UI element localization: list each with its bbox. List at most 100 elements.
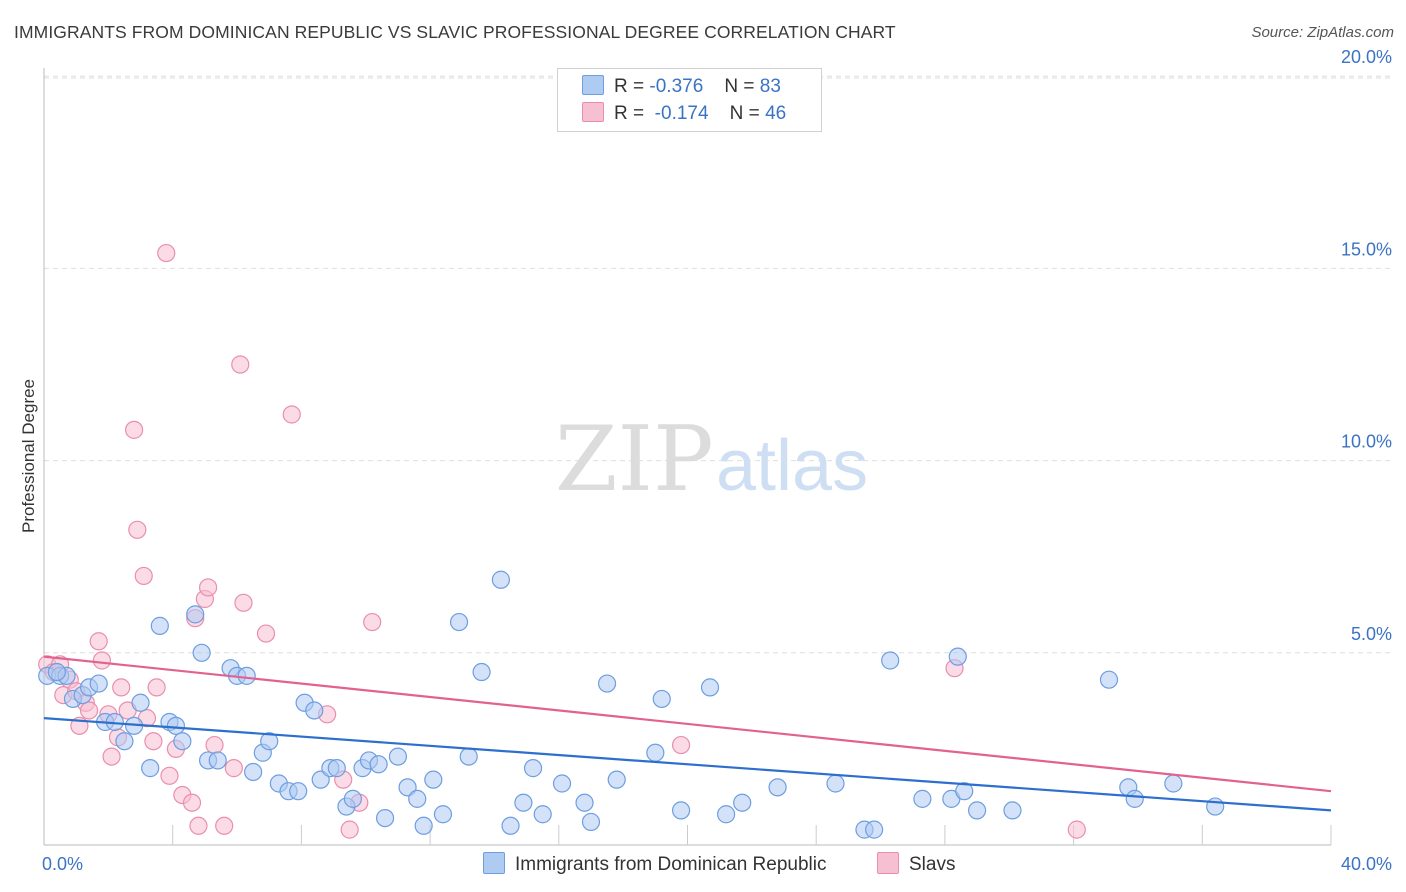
y-tick-label: 20.0% [1341, 47, 1392, 67]
scatter-point [208, 751, 227, 770]
x-tick-label-min: 0.0% [42, 854, 83, 874]
scatter-point [150, 616, 169, 635]
scatter-point [282, 405, 301, 424]
legend-pink-r-value: -0.174 [654, 103, 709, 124]
scatter-point [768, 778, 787, 797]
legend-pink-r-label: R = [614, 103, 645, 124]
scatter-point [134, 566, 153, 586]
scatter-point [501, 816, 520, 835]
scatter-point [671, 735, 691, 755]
scatter-point [89, 632, 108, 651]
scatter-point [141, 759, 160, 778]
trend-line-dominican [43, 717, 1332, 812]
legend-pink-n-value: 46 [765, 103, 787, 124]
scatter-point [173, 732, 192, 751]
scatter-point [552, 774, 572, 793]
scatter-point [198, 578, 218, 597]
scatter-point [256, 624, 276, 643]
source-label: Source: ZipAtlas.com [1251, 24, 1394, 41]
scatter-point [459, 747, 478, 766]
legend-pink-n-label: N = [729, 103, 760, 124]
scatter-point [166, 716, 186, 735]
bottom-legend-pink-label: Slavs [909, 854, 956, 875]
scatter-point [652, 689, 671, 709]
scatter-point [131, 693, 150, 712]
scatter-point [363, 612, 382, 632]
scatter-point [717, 805, 736, 824]
scatter-point [523, 759, 543, 778]
scatter-point [581, 812, 601, 832]
scatter-point [826, 774, 845, 793]
y-tick-label: 5.0% [1351, 624, 1392, 644]
scatter-point [948, 647, 967, 666]
scatter-point [112, 678, 131, 697]
scatter-point [115, 732, 134, 751]
scatter-point [1067, 820, 1086, 839]
watermark-zip: ZIP [555, 407, 714, 512]
bottom-legend-pink: Slavs [877, 852, 955, 876]
scatter-point [89, 674, 108, 693]
scatter-point [369, 755, 388, 774]
y-axis-tick-labels: 5.0% 10.0% 15.0% 20.0% [1341, 47, 1392, 644]
trend-line-slavs [43, 655, 1332, 793]
watermark: ZIP atlas [555, 407, 868, 512]
scatter-point [1099, 670, 1119, 689]
legend-swatch-pink [582, 102, 604, 122]
scatter-point [186, 605, 205, 624]
scatter-point [157, 243, 176, 263]
scatter-point [388, 747, 408, 766]
scatter-point [433, 805, 453, 824]
legend-blue-r-label: R = [614, 76, 645, 97]
scatter-point [607, 770, 626, 789]
scatter-point [305, 701, 324, 720]
scatter-point [881, 651, 900, 670]
scatter-point [215, 816, 234, 835]
scatter-point [671, 801, 691, 820]
bottom-legend-swatch-blue [483, 852, 505, 874]
legend-row-pink: R = -0.174 N = 46 [582, 102, 786, 126]
scatter-point [375, 808, 395, 828]
scatter-point [575, 793, 594, 812]
scatter-point [1003, 801, 1022, 820]
scatter-point [913, 789, 932, 808]
scatter-point [260, 732, 279, 751]
scatter-point [231, 355, 250, 374]
scatter-point [733, 793, 752, 812]
scatter-point [1164, 774, 1183, 793]
scatter-point [472, 662, 491, 682]
scatter-point [192, 643, 211, 662]
scatter-point [205, 735, 224, 755]
scatter-point [92, 651, 112, 670]
scatter-point [340, 820, 359, 839]
bottom-legend-blue: Immigrants from Dominican Republic [483, 852, 827, 876]
legend-swatch-blue [582, 75, 604, 95]
scatter-point [189, 816, 208, 835]
y-tick-label: 15.0% [1341, 239, 1392, 259]
scatter-point [967, 801, 987, 820]
scatter-point [102, 747, 121, 766]
scatter-point [597, 674, 617, 693]
scatter-point [700, 678, 720, 697]
correlation-legend: R = -0.376 N = 83 R = -0.174 N = 46 [557, 68, 822, 132]
scatter-point [182, 793, 202, 812]
legend-blue-r-value: -0.376 [649, 76, 704, 97]
bottom-legend-swatch-pink [877, 852, 899, 874]
trend-lines [43, 655, 1332, 812]
watermark-atlas: atlas [716, 426, 868, 506]
scatter-point [491, 570, 510, 589]
scatter-point [646, 743, 665, 762]
legend-row-blue: R = -0.376 N = 83 [582, 75, 781, 99]
scatter-point [449, 612, 469, 632]
scatter-point [224, 759, 243, 778]
scatter-point [144, 732, 163, 751]
scatter-point [237, 666, 256, 685]
legend-blue-n-label: N = [724, 76, 755, 97]
scatter-point [47, 662, 66, 682]
legend-blue-n-value: 83 [759, 76, 781, 97]
dominican-points [38, 570, 1225, 839]
scatter-point [533, 805, 552, 824]
scatter-point [160, 766, 179, 785]
scatter-point [234, 593, 253, 612]
scatter-point [147, 678, 166, 697]
